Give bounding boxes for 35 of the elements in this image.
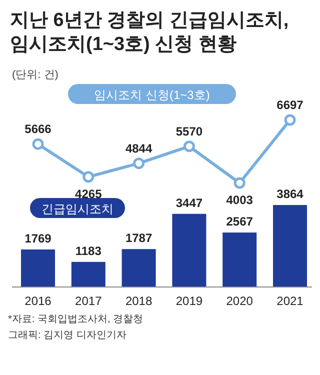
bar	[172, 214, 206, 287]
data-label: 1787	[125, 231, 152, 246]
x-tick-label: 2019	[176, 294, 203, 308]
bar	[273, 205, 307, 287]
x-tick-label: 2018	[125, 294, 152, 308]
bar	[71, 262, 106, 287]
data-label: 3864	[276, 187, 304, 201]
data-label: 5570	[176, 124, 203, 138]
data-label: 1769	[24, 231, 52, 246]
point	[183, 140, 195, 152]
x-tick-label: 2020	[226, 294, 254, 308]
x-tick-label: 2017	[75, 294, 102, 308]
data-label: 3447	[176, 196, 203, 210]
data-label: 4003	[226, 193, 254, 207]
point	[284, 114, 296, 126]
x-tick-label: 2016	[24, 294, 52, 308]
bar	[21, 249, 55, 287]
point	[234, 177, 246, 189]
data-label: 4844	[125, 141, 152, 156]
text: 그래픽: 김지영 디자인기자	[8, 330, 126, 341]
label-긴급임시조치: 긴급임시조치	[30, 198, 125, 218]
chart-subtitle: (단위: 건)	[12, 69, 58, 81]
point	[32, 138, 44, 150]
data-label: 1183	[75, 244, 102, 258]
data-label: 2567	[226, 214, 254, 229]
x-tick-label: 2021	[276, 294, 304, 308]
data-label: 6697	[276, 98, 304, 112]
chart-title: 지난 6년간 경찰의 긴급임시조치, 임시조치(1~3호) 신청 현황	[10, 10, 289, 55]
bar	[122, 249, 156, 287]
data-label: 5666	[24, 122, 52, 136]
point	[133, 158, 145, 170]
text: *자료: 국회입법조사처, 경찰청	[8, 314, 144, 325]
bar	[222, 232, 257, 287]
data-label: 4265	[75, 186, 102, 201]
point	[82, 171, 94, 183]
